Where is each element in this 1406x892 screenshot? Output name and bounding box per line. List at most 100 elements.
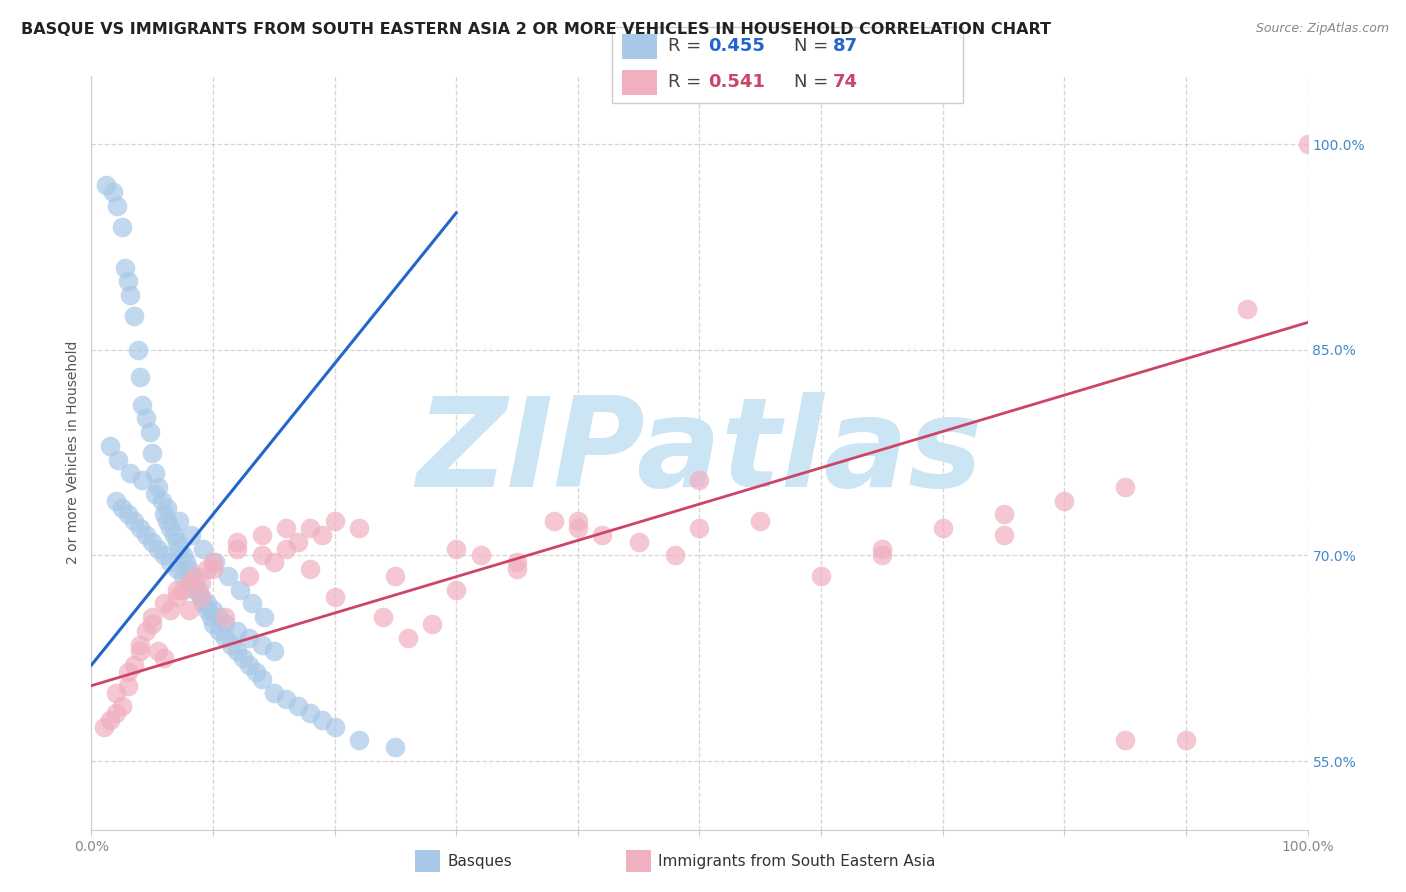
Point	[253, 610, 276, 624]
Point	[232, 651, 254, 665]
Point	[150, 493, 173, 508]
Point	[141, 446, 163, 460]
Point	[117, 274, 139, 288]
Point	[870, 549, 893, 563]
Point	[105, 199, 128, 213]
Point	[384, 740, 406, 755]
Point	[591, 528, 613, 542]
Point	[202, 555, 225, 569]
FancyBboxPatch shape	[621, 34, 658, 60]
Point	[1053, 493, 1076, 508]
Point	[219, 638, 242, 652]
Point	[250, 672, 273, 686]
Point	[323, 720, 346, 734]
Point	[193, 596, 215, 610]
Point	[238, 631, 260, 645]
Point	[166, 534, 188, 549]
FancyBboxPatch shape	[612, 27, 963, 103]
Point	[159, 521, 181, 535]
Point	[226, 644, 249, 658]
Point	[688, 521, 710, 535]
Point	[180, 528, 202, 542]
Point	[1296, 137, 1319, 152]
Point	[214, 631, 236, 645]
Point	[214, 610, 236, 624]
Point	[238, 569, 260, 583]
Point	[1175, 733, 1198, 747]
Point	[190, 575, 212, 590]
Point	[373, 610, 395, 624]
Point	[567, 521, 589, 535]
Point	[299, 562, 322, 576]
Point	[122, 658, 145, 673]
Point	[167, 541, 190, 556]
Point	[167, 514, 190, 528]
Point	[159, 603, 181, 617]
Point	[217, 569, 239, 583]
Point	[131, 473, 153, 487]
Point	[299, 521, 322, 535]
Point	[250, 638, 273, 652]
Point	[184, 582, 207, 597]
Point	[627, 534, 650, 549]
Text: Source: ZipAtlas.com: Source: ZipAtlas.com	[1256, 22, 1389, 36]
Point	[153, 549, 176, 563]
Point	[214, 617, 236, 632]
Point	[129, 644, 152, 658]
Point	[131, 398, 153, 412]
Text: BASQUE VS IMMIGRANTS FROM SOUTH EASTERN ASIA 2 OR MORE VEHICLES IN HOUSEHOLD COR: BASQUE VS IMMIGRANTS FROM SOUTH EASTERN …	[21, 22, 1052, 37]
Point	[135, 624, 157, 638]
Point	[135, 528, 157, 542]
Point	[135, 411, 157, 425]
Point	[202, 603, 225, 617]
Point	[122, 309, 145, 323]
Text: N =: N =	[794, 37, 834, 55]
Text: 0.455: 0.455	[709, 37, 765, 55]
Point	[470, 549, 492, 563]
Point	[193, 541, 215, 556]
Text: Basques: Basques	[447, 855, 512, 869]
Point	[122, 514, 145, 528]
Point	[543, 514, 565, 528]
Point	[250, 528, 273, 542]
Point	[323, 514, 346, 528]
Point	[180, 569, 202, 583]
Point	[107, 452, 129, 467]
Point	[94, 178, 117, 193]
Point	[240, 596, 263, 610]
Point	[143, 487, 166, 501]
Point	[129, 521, 152, 535]
Point	[226, 624, 249, 638]
Point	[202, 562, 225, 576]
Point	[120, 288, 142, 302]
Point	[567, 514, 589, 528]
Point	[141, 610, 163, 624]
Point	[184, 575, 207, 590]
Point	[190, 590, 212, 604]
Point	[274, 521, 297, 535]
Point	[688, 473, 710, 487]
Point	[139, 425, 162, 439]
Point	[98, 713, 121, 727]
Point	[195, 596, 218, 610]
Point	[177, 575, 200, 590]
Point	[263, 644, 285, 658]
Point	[195, 603, 218, 617]
Point	[98, 439, 121, 453]
Point	[190, 590, 212, 604]
Point	[810, 569, 832, 583]
Point	[129, 638, 152, 652]
Point	[226, 541, 249, 556]
Point	[111, 219, 134, 234]
Point	[749, 514, 772, 528]
Point	[166, 562, 188, 576]
Point	[287, 699, 309, 714]
Text: 0.541: 0.541	[709, 73, 765, 91]
Point	[172, 582, 194, 597]
Point	[250, 549, 273, 563]
Text: 74: 74	[832, 73, 858, 91]
Point	[163, 528, 186, 542]
Point	[184, 569, 207, 583]
Point	[870, 541, 893, 556]
Point	[208, 610, 231, 624]
